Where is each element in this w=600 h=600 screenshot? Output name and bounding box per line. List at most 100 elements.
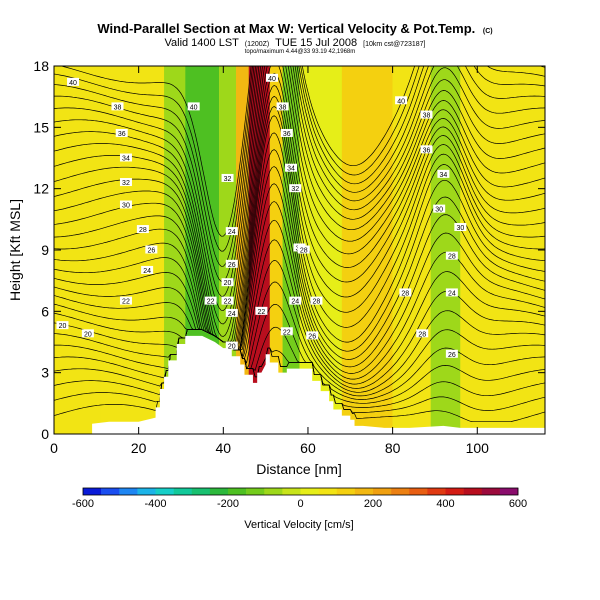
- colorbar-swatch-9: [246, 488, 265, 495]
- y-tick-label-1: 3: [41, 365, 49, 381]
- contour-label-bg-42: [221, 278, 234, 287]
- velocity-column-12: [430, 66, 461, 434]
- contour-label-bg-25: [416, 329, 429, 338]
- contour-label-bg-24: [399, 288, 412, 297]
- isentrope-19: [54, 66, 545, 343]
- contour-label-bg-23: [445, 251, 458, 260]
- contour-label-bg-8: [280, 128, 293, 137]
- contour-label-bg-19: [454, 223, 467, 232]
- isentrope-18: [54, 72, 545, 351]
- y-axis-label: Height [Kft MSL]: [7, 199, 23, 301]
- chart-title: Wind-Parallel Section at Max W: Vertical…: [97, 21, 492, 36]
- contour-label-bg-5: [276, 102, 289, 111]
- contour-label-bg-9: [420, 145, 433, 154]
- colorbar-swatch-1: [101, 488, 120, 495]
- subtitle-valid: Valid 1400 LST: [164, 37, 239, 49]
- colorbar-swatch-12: [300, 488, 319, 495]
- contour-label-37: 22: [224, 299, 232, 306]
- contour-label-6: 38: [423, 113, 431, 120]
- contour-label-bg-20: [136, 225, 149, 234]
- velocity-column-2: [164, 66, 186, 434]
- isentrope-16: [54, 95, 545, 351]
- contour-label-4: 38: [114, 104, 122, 111]
- isentrope-23: [54, 66, 545, 325]
- colorbar-swatch-13: [318, 488, 338, 495]
- contour-label-bg-36: [204, 296, 217, 305]
- contour-label-26: 26: [147, 248, 155, 255]
- x-tick-label-5: 100: [466, 440, 490, 456]
- velocity-column-13: [460, 66, 545, 434]
- contour-label-group: 4040404038383836363634343432323230303030…: [56, 73, 467, 359]
- colorbar-tick-2: -200: [217, 498, 239, 510]
- contour-label-9: 36: [423, 147, 431, 154]
- colorbar-swatch-23: [499, 488, 519, 495]
- contour-label-19: 30: [456, 225, 464, 232]
- colorbar-tick-3: 0: [297, 498, 303, 510]
- contour-label-39: 22: [283, 329, 291, 336]
- contour-label-bg-43: [225, 341, 238, 350]
- contour-label-13: 32: [122, 180, 130, 187]
- contour-label-bg-40: [56, 321, 69, 330]
- isentrope-22: [54, 66, 545, 337]
- colorbar-swatch-21: [463, 488, 483, 495]
- contour-label-bg-34: [445, 288, 458, 297]
- contour-label-40: 20: [59, 323, 67, 330]
- contour-label-bg-30: [141, 265, 154, 274]
- subtitle-zulu: (1200Z): [245, 41, 270, 48]
- y-tick-label-0: 0: [41, 426, 49, 442]
- contour-label-25: 28: [418, 331, 426, 338]
- chart-subtitle: Valid 1400 LST (1200Z) TUE 15 Jul 2008 […: [164, 37, 425, 49]
- contour-label-7: 36: [118, 131, 126, 138]
- colorbar-swatch-22: [481, 488, 501, 495]
- colorbar-swatch-18: [409, 488, 428, 495]
- chart-subtitle-2: topo/maximum 4.44@33 93.19 42,1968m: [245, 49, 356, 55]
- contour-label-bg-4: [111, 102, 124, 111]
- colorbar-swatch-5: [173, 488, 193, 495]
- contour-label-27: 26: [228, 262, 236, 269]
- colorbar-swatch-3: [137, 488, 156, 495]
- contour-label-bg-10: [119, 153, 132, 162]
- contour-label-bg-14: [221, 173, 234, 182]
- contour-label-bg-12: [437, 169, 450, 178]
- isentrope-10: [54, 183, 545, 374]
- contour-label-10: 34: [122, 156, 130, 163]
- colorbar-label: Vertical Velocity [cm/s]: [244, 519, 353, 531]
- colorbar-swatch-10: [264, 488, 283, 495]
- contour-label-bg-21: [297, 245, 310, 254]
- contour-label-3: 40: [190, 104, 198, 111]
- isentrope-13: [54, 132, 545, 352]
- contour-label-38: 22: [258, 309, 266, 316]
- colorbar-frame: [82, 487, 519, 496]
- contour-label-bg-27: [225, 259, 238, 268]
- contour-label-bg-22: [310, 296, 323, 305]
- contour-label-41: 20: [84, 331, 92, 338]
- colorbar-swatch-8: [228, 488, 247, 495]
- contour-label-bg-37: [221, 296, 234, 305]
- terrain-profile: [54, 335, 545, 434]
- chart-title-mark: (C): [483, 28, 493, 35]
- contour-label-bg-33: [225, 308, 238, 317]
- x-tick-label-4: 80: [385, 440, 401, 456]
- colorbar-swatch-7: [209, 488, 229, 495]
- contour-label-35: 22: [122, 299, 130, 306]
- isentrope-17: [54, 84, 545, 351]
- colorbar-swatch-11: [282, 488, 301, 495]
- contour-label-12: 34: [440, 172, 448, 179]
- contour-label-18: 30: [435, 207, 443, 214]
- isentrope-15: [54, 105, 545, 351]
- isentrope-20: [54, 66, 545, 343]
- isentrope-8: [54, 219, 545, 385]
- chart-title-text: Wind-Parallel Section at Max W: Vertical…: [97, 21, 475, 36]
- y-tick-label-6: 18: [33, 58, 49, 74]
- colorbar: [82, 487, 519, 496]
- contour-label-bg-32: [289, 296, 302, 305]
- contour-label-21: 28: [300, 248, 308, 255]
- contour-label-42: 20: [224, 280, 232, 287]
- contour-label-bg-2: [395, 96, 408, 105]
- contour-label-bg-13: [119, 178, 132, 187]
- contour-label-16: 30: [122, 203, 130, 210]
- contour-label-28: 26: [308, 333, 316, 340]
- isentrope-3: [54, 326, 545, 404]
- x-axis-label: Distance [nm]: [256, 461, 342, 477]
- isentrope-27: [54, 66, 545, 267]
